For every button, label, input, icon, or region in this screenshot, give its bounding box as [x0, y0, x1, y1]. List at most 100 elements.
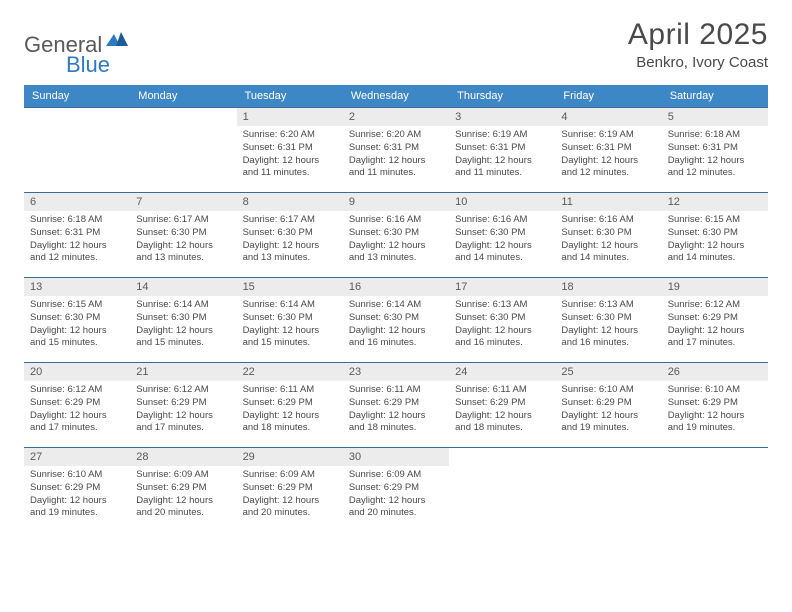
day-headers-row: SundayMondayTuesdayWednesdayThursdayFrid… [24, 85, 768, 107]
week-row: 1Sunrise: 6:20 AMSunset: 6:31 PMDaylight… [24, 107, 768, 192]
day-number: 15 [237, 278, 343, 296]
day-header: Friday [555, 85, 661, 107]
empty-cell [662, 448, 768, 532]
day-number: 5 [662, 108, 768, 126]
day-body: Sunrise: 6:09 AMSunset: 6:29 PMDaylight:… [237, 466, 343, 526]
day-header: Monday [130, 85, 236, 107]
day-cell: 16Sunrise: 6:14 AMSunset: 6:30 PMDayligh… [343, 278, 449, 362]
day-body: Sunrise: 6:16 AMSunset: 6:30 PMDaylight:… [555, 211, 661, 271]
day-number: 17 [449, 278, 555, 296]
day-cell: 13Sunrise: 6:15 AMSunset: 6:30 PMDayligh… [24, 278, 130, 362]
day-body: Sunrise: 6:14 AMSunset: 6:30 PMDaylight:… [343, 296, 449, 356]
empty-cell [24, 108, 130, 192]
day-header: Wednesday [343, 85, 449, 107]
empty-cell [130, 108, 236, 192]
calendar: SundayMondayTuesdayWednesdayThursdayFrid… [24, 85, 768, 532]
day-cell: 25Sunrise: 6:10 AMSunset: 6:29 PMDayligh… [555, 363, 661, 447]
day-body: Sunrise: 6:18 AMSunset: 6:31 PMDaylight:… [24, 211, 130, 271]
day-body: Sunrise: 6:17 AMSunset: 6:30 PMDaylight:… [130, 211, 236, 271]
logo-triangle-icon [106, 30, 128, 51]
day-body: Sunrise: 6:16 AMSunset: 6:30 PMDaylight:… [343, 211, 449, 271]
logo-text-blue: Blue [66, 52, 110, 78]
day-cell: 30Sunrise: 6:09 AMSunset: 6:29 PMDayligh… [343, 448, 449, 532]
day-number: 29 [237, 448, 343, 466]
day-cell: 3Sunrise: 6:19 AMSunset: 6:31 PMDaylight… [449, 108, 555, 192]
day-body: Sunrise: 6:19 AMSunset: 6:31 PMDaylight:… [449, 126, 555, 186]
week-row: 27Sunrise: 6:10 AMSunset: 6:29 PMDayligh… [24, 447, 768, 532]
day-cell: 20Sunrise: 6:12 AMSunset: 6:29 PMDayligh… [24, 363, 130, 447]
day-number: 24 [449, 363, 555, 381]
title-block: April 2025 Benkro, Ivory Coast [628, 18, 768, 71]
day-number: 13 [24, 278, 130, 296]
day-body: Sunrise: 6:10 AMSunset: 6:29 PMDaylight:… [24, 466, 130, 526]
day-header: Saturday [662, 85, 768, 107]
day-body: Sunrise: 6:15 AMSunset: 6:30 PMDaylight:… [662, 211, 768, 271]
day-number: 20 [24, 363, 130, 381]
day-cell: 12Sunrise: 6:15 AMSunset: 6:30 PMDayligh… [662, 193, 768, 277]
day-header: Sunday [24, 85, 130, 107]
day-body: Sunrise: 6:20 AMSunset: 6:31 PMDaylight:… [343, 126, 449, 186]
day-cell: 26Sunrise: 6:10 AMSunset: 6:29 PMDayligh… [662, 363, 768, 447]
day-body: Sunrise: 6:10 AMSunset: 6:29 PMDaylight:… [555, 381, 661, 441]
day-cell: 14Sunrise: 6:14 AMSunset: 6:30 PMDayligh… [130, 278, 236, 362]
day-header: Tuesday [237, 85, 343, 107]
day-body: Sunrise: 6:15 AMSunset: 6:30 PMDaylight:… [24, 296, 130, 356]
day-body: Sunrise: 6:14 AMSunset: 6:30 PMDaylight:… [130, 296, 236, 356]
day-number: 14 [130, 278, 236, 296]
day-cell: 21Sunrise: 6:12 AMSunset: 6:29 PMDayligh… [130, 363, 236, 447]
day-body: Sunrise: 6:16 AMSunset: 6:30 PMDaylight:… [449, 211, 555, 271]
day-number: 10 [449, 193, 555, 211]
day-body: Sunrise: 6:11 AMSunset: 6:29 PMDaylight:… [237, 381, 343, 441]
day-number: 11 [555, 193, 661, 211]
day-header: Thursday [449, 85, 555, 107]
day-cell: 11Sunrise: 6:16 AMSunset: 6:30 PMDayligh… [555, 193, 661, 277]
day-cell: 9Sunrise: 6:16 AMSunset: 6:30 PMDaylight… [343, 193, 449, 277]
day-cell: 18Sunrise: 6:13 AMSunset: 6:30 PMDayligh… [555, 278, 661, 362]
day-number: 21 [130, 363, 236, 381]
day-number: 22 [237, 363, 343, 381]
empty-cell [555, 448, 661, 532]
day-number: 2 [343, 108, 449, 126]
logo: General Blue [24, 30, 128, 59]
day-cell: 8Sunrise: 6:17 AMSunset: 6:30 PMDaylight… [237, 193, 343, 277]
day-number: 7 [130, 193, 236, 211]
header: General Blue April 2025 Benkro, Ivory Co… [24, 18, 768, 71]
day-cell: 4Sunrise: 6:19 AMSunset: 6:31 PMDaylight… [555, 108, 661, 192]
day-body: Sunrise: 6:17 AMSunset: 6:30 PMDaylight:… [237, 211, 343, 271]
day-number: 6 [24, 193, 130, 211]
day-number: 4 [555, 108, 661, 126]
day-cell: 10Sunrise: 6:16 AMSunset: 6:30 PMDayligh… [449, 193, 555, 277]
week-row: 13Sunrise: 6:15 AMSunset: 6:30 PMDayligh… [24, 277, 768, 362]
month-title: April 2025 [628, 18, 768, 52]
day-number: 28 [130, 448, 236, 466]
day-number: 8 [237, 193, 343, 211]
day-cell: 5Sunrise: 6:18 AMSunset: 6:31 PMDaylight… [662, 108, 768, 192]
day-cell: 22Sunrise: 6:11 AMSunset: 6:29 PMDayligh… [237, 363, 343, 447]
day-cell: 2Sunrise: 6:20 AMSunset: 6:31 PMDaylight… [343, 108, 449, 192]
day-cell: 6Sunrise: 6:18 AMSunset: 6:31 PMDaylight… [24, 193, 130, 277]
day-cell: 23Sunrise: 6:11 AMSunset: 6:29 PMDayligh… [343, 363, 449, 447]
week-row: 20Sunrise: 6:12 AMSunset: 6:29 PMDayligh… [24, 362, 768, 447]
day-body: Sunrise: 6:18 AMSunset: 6:31 PMDaylight:… [662, 126, 768, 186]
day-number: 9 [343, 193, 449, 211]
day-number: 19 [662, 278, 768, 296]
day-body: Sunrise: 6:13 AMSunset: 6:30 PMDaylight:… [449, 296, 555, 356]
day-cell: 29Sunrise: 6:09 AMSunset: 6:29 PMDayligh… [237, 448, 343, 532]
day-number: 25 [555, 363, 661, 381]
day-number: 27 [24, 448, 130, 466]
day-cell: 17Sunrise: 6:13 AMSunset: 6:30 PMDayligh… [449, 278, 555, 362]
day-body: Sunrise: 6:12 AMSunset: 6:29 PMDaylight:… [662, 296, 768, 356]
day-number: 1 [237, 108, 343, 126]
day-number: 16 [343, 278, 449, 296]
day-number: 18 [555, 278, 661, 296]
day-number: 30 [343, 448, 449, 466]
day-body: Sunrise: 6:13 AMSunset: 6:30 PMDaylight:… [555, 296, 661, 356]
day-cell: 24Sunrise: 6:11 AMSunset: 6:29 PMDayligh… [449, 363, 555, 447]
day-body: Sunrise: 6:20 AMSunset: 6:31 PMDaylight:… [237, 126, 343, 186]
day-number: 26 [662, 363, 768, 381]
day-cell: 27Sunrise: 6:10 AMSunset: 6:29 PMDayligh… [24, 448, 130, 532]
day-number: 12 [662, 193, 768, 211]
day-cell: 19Sunrise: 6:12 AMSunset: 6:29 PMDayligh… [662, 278, 768, 362]
day-body: Sunrise: 6:09 AMSunset: 6:29 PMDaylight:… [343, 466, 449, 526]
day-cell: 28Sunrise: 6:09 AMSunset: 6:29 PMDayligh… [130, 448, 236, 532]
